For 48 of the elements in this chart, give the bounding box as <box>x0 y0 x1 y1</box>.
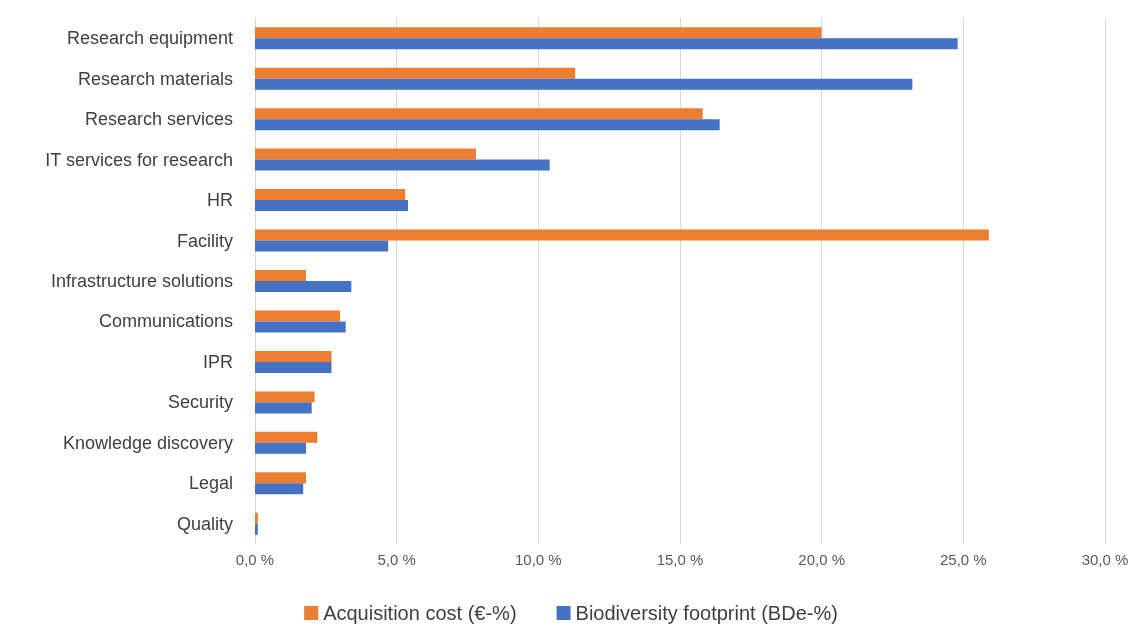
bar <box>255 321 346 333</box>
bar <box>255 67 576 79</box>
bar <box>255 108 703 120</box>
x-tick-label: 30,0 % <box>1081 551 1129 568</box>
bar <box>255 159 550 171</box>
y-tick-label: Research materials <box>77 68 233 89</box>
bar <box>255 38 958 50</box>
y-tick-label: HR <box>207 190 233 211</box>
bar <box>255 310 340 322</box>
bar <box>255 200 408 212</box>
bar <box>255 240 389 252</box>
bar <box>255 361 332 373</box>
x-tick-label: 0,0 % <box>235 551 275 568</box>
legend-label: Acquisition cost (€-%) <box>323 602 517 624</box>
bar <box>255 189 406 201</box>
bar <box>255 350 332 362</box>
bar <box>255 270 306 281</box>
x-tick-label: 20,0 % <box>798 551 846 568</box>
bar <box>255 148 476 160</box>
y-tick-label: IT services for research <box>45 149 233 170</box>
bar <box>255 483 304 495</box>
x-tick-label: 5,0 % <box>377 551 416 568</box>
y-tick-label: Research equipment <box>66 28 233 49</box>
bar <box>255 281 352 292</box>
bar <box>255 442 306 454</box>
bar <box>255 229 989 241</box>
bar <box>255 27 822 39</box>
y-tick-label: Facility <box>176 230 233 251</box>
y-tick-label: Legal <box>188 473 233 494</box>
y-tick-label: Communications <box>98 311 233 332</box>
bar <box>255 523 258 535</box>
y-tick-label: Knowledge discovery <box>62 432 233 453</box>
y-tick-label: Security <box>167 392 233 413</box>
bar <box>255 78 913 90</box>
legend-label: Biodiversity footprint (BDe-%) <box>575 602 838 624</box>
bar <box>255 119 720 131</box>
x-tick-label: 10,0 % <box>514 551 562 568</box>
bar <box>255 472 306 484</box>
x-tick-label: 15,0 % <box>656 551 704 568</box>
bar <box>255 431 318 443</box>
x-tick-label: 25,0 % <box>939 551 987 568</box>
y-tick-label: IPR <box>202 351 233 372</box>
y-tick-label: Quality <box>176 513 233 534</box>
bar <box>255 402 312 414</box>
bar <box>255 512 258 524</box>
bar <box>255 391 315 403</box>
y-tick-label: Research services <box>84 109 233 130</box>
y-tick-label: Infrastructure solutions <box>50 271 233 291</box>
